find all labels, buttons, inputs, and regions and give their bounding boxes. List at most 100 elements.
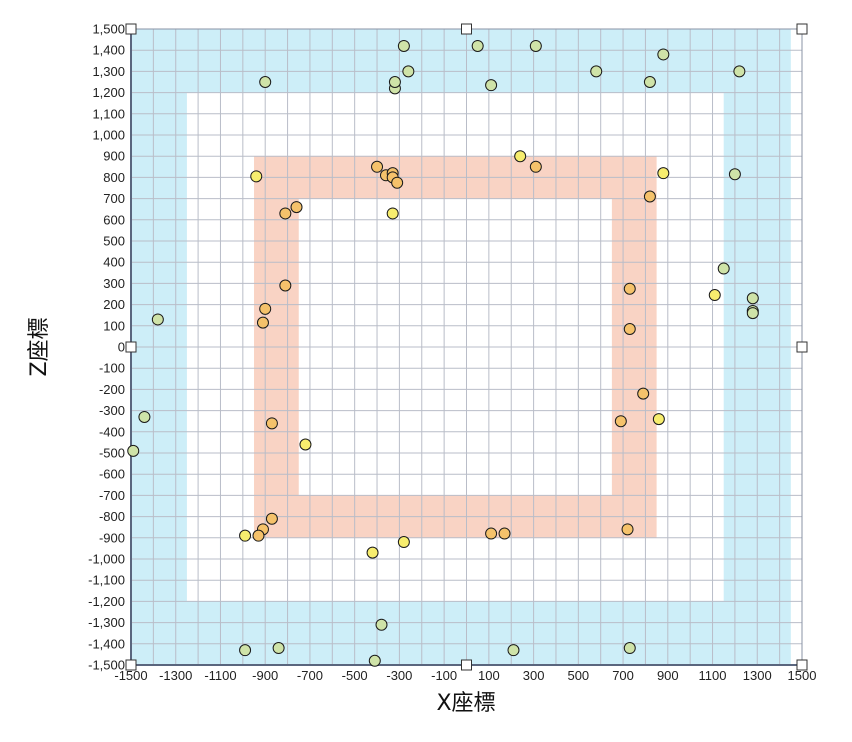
data-point [485, 79, 498, 92]
data-point [256, 316, 269, 329]
x-tick-label: -700 [297, 668, 323, 683]
data-point [272, 642, 285, 655]
data-point [151, 313, 164, 326]
resize-handle [125, 659, 137, 671]
y-tick-label: 800 [103, 170, 125, 185]
data-point [402, 65, 415, 78]
data-point [391, 176, 404, 189]
x-tick-label: 300 [523, 668, 545, 683]
x-tick-label: 900 [657, 668, 679, 683]
x-tick-label: 100 [478, 668, 500, 683]
x-tick-label: -1500 [114, 668, 147, 683]
resize-handle [461, 23, 472, 35]
data-point [746, 307, 759, 320]
data-point [386, 207, 399, 220]
data-point [623, 322, 636, 335]
resize-handle [461, 659, 472, 671]
data-point [514, 150, 527, 163]
data-point [529, 39, 542, 52]
data-point [746, 292, 759, 305]
y-tick-label: -800 [99, 509, 125, 524]
data-point [265, 512, 278, 525]
y-tick-label: -700 [99, 488, 125, 503]
ticks-layer: -1500 -1300 -1100 -900 -700 -500 -300 -100 100 30… [88, 22, 816, 684]
y-tick-label: -1,000 [88, 552, 125, 567]
data-point [657, 48, 670, 61]
x-tick-label: -100 [431, 668, 457, 683]
points-layer [127, 39, 759, 667]
handles-layer [125, 23, 808, 671]
x-axis-label: X座標 [436, 691, 495, 716]
y-tick-label: 0 [118, 340, 125, 355]
data-point [498, 527, 511, 540]
data-point [623, 642, 636, 655]
y-tick-label: 1,000 [92, 128, 125, 143]
x-tick-label: 700 [612, 668, 634, 683]
data-point [657, 167, 670, 180]
data-point [375, 618, 388, 631]
data-point [485, 527, 498, 540]
data-point [643, 190, 656, 203]
data-point [388, 76, 401, 88]
data-point [652, 413, 665, 426]
data-point [239, 529, 252, 542]
data-point [366, 546, 379, 559]
resize-handle [796, 341, 808, 353]
data-point [397, 536, 410, 549]
y-tick-label: 100 [103, 318, 125, 333]
y-tick-label: 1,500 [92, 22, 125, 37]
x-tick-label: -500 [342, 668, 368, 683]
grid-layer [130, 28, 803, 666]
y-tick-label: -400 [99, 424, 125, 439]
data-point [259, 76, 272, 88]
y-tick-label: 1,400 [92, 43, 125, 58]
data-point [279, 279, 292, 292]
y-tick-label: 500 [103, 234, 125, 249]
data-point [252, 529, 265, 542]
y-tick-label: -100 [99, 361, 125, 376]
x-tick-label: -1100 [204, 668, 236, 683]
y-tick-label: -500 [99, 446, 125, 461]
data-point [708, 289, 721, 302]
data-point [728, 168, 741, 181]
y-tick-label: 400 [103, 255, 125, 270]
data-point [614, 415, 627, 428]
y-tick-label: -1,200 [88, 594, 125, 609]
data-point [127, 444, 140, 457]
x-tick-label: -300 [386, 668, 412, 683]
region-band-inner [254, 156, 657, 538]
resize-handle [125, 23, 137, 35]
y-tick-label: 1,300 [92, 64, 125, 79]
y-tick-label: -300 [99, 403, 125, 418]
y-tick-label: -900 [99, 530, 125, 545]
data-point [299, 438, 312, 451]
x-tick-label: -900 [252, 668, 278, 683]
y-tick-label: -1,100 [88, 573, 125, 588]
data-point [259, 302, 272, 315]
y-tick-label: 700 [103, 191, 125, 206]
data-point [371, 160, 384, 173]
y-tick-label: 900 [103, 149, 125, 164]
data-point [290, 201, 303, 214]
data-point [471, 39, 484, 52]
y-tick-label: 1,100 [92, 106, 125, 121]
data-point [138, 410, 151, 423]
data-point [507, 644, 520, 657]
data-point [623, 282, 636, 295]
y-tick-label: -1,400 [88, 636, 125, 651]
data-point [717, 262, 730, 275]
y-tick-label: 200 [103, 297, 125, 312]
y-tick-label: -200 [99, 382, 125, 397]
data-point [279, 207, 292, 220]
data-point [643, 76, 656, 88]
data-point [529, 160, 542, 173]
data-point [637, 387, 650, 400]
data-point [239, 644, 252, 657]
y-tick-label: -1,500 [88, 658, 125, 673]
y-tick-label: 1,200 [92, 85, 125, 100]
x-tick-label: 1300 [743, 668, 772, 683]
data-point [368, 654, 381, 667]
y-tick-label: -600 [99, 467, 125, 482]
resize-handle [796, 23, 808, 35]
